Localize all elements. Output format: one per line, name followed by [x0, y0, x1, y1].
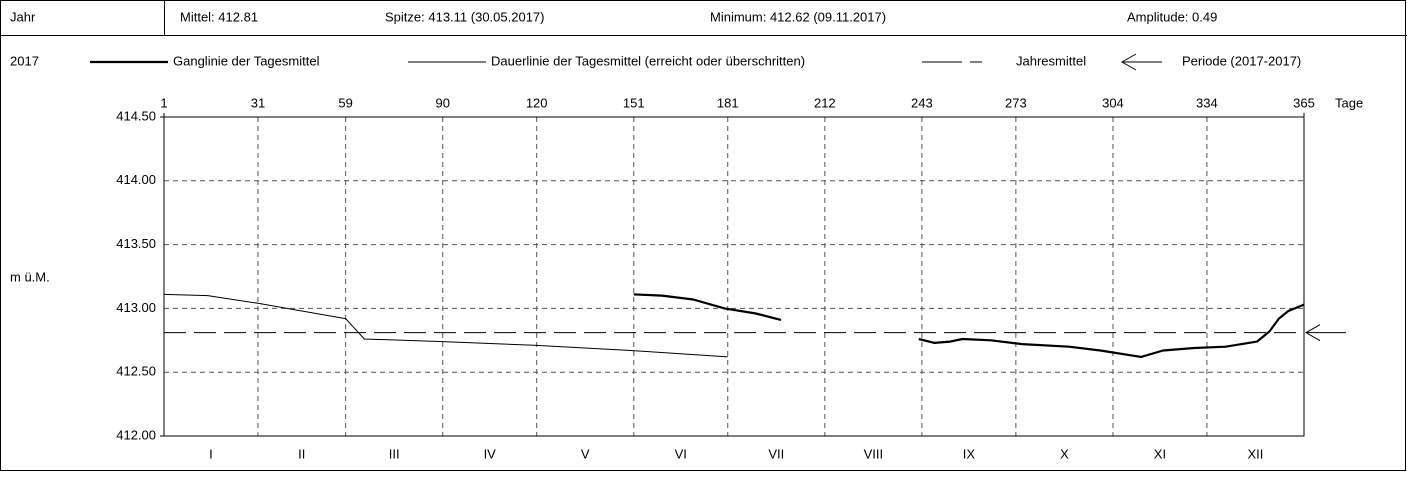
amplitude-text: Amplitude: 0.49 [1127, 9, 1217, 24]
x-tick-label: 334 [1196, 95, 1218, 110]
month-label: XI [1154, 446, 1166, 461]
y-tick-label: 414.00 [116, 172, 156, 187]
month-label: III [389, 446, 400, 461]
mean-text: Mittel: 412.81 [180, 9, 258, 24]
y-tick-label: 412.00 [116, 427, 156, 442]
period-arrow [1304, 324, 1346, 342]
x-tick-label: 151 [623, 95, 645, 110]
x-tick-label: 212 [814, 95, 836, 110]
y-axis-label: m ü.M. [10, 269, 50, 284]
month-label: VII [768, 446, 784, 461]
row-label: Jahr [10, 9, 36, 24]
month-label: VIII [864, 446, 884, 461]
x-tick-label: 59 [338, 95, 352, 110]
x-tick-label: 1 [160, 95, 167, 110]
legend-label: Ganglinie der Tagesmittel [173, 53, 320, 68]
month-label: II [298, 446, 305, 461]
month-label: I [209, 446, 213, 461]
x-tick-label: 181 [717, 95, 739, 110]
month-label: XII [1248, 446, 1264, 461]
x-unit: Tage [1335, 95, 1363, 110]
series-line [163, 293, 728, 358]
peak-text: Spitze: 413.11 (30.05.2017) [385, 9, 545, 24]
legend-label: Periode (2017-2017) [1182, 53, 1301, 68]
x-tick-label: 365 [1293, 95, 1315, 110]
month-label: IX [963, 446, 976, 461]
y-tick-label: 414.50 [116, 108, 156, 123]
x-tick-label: 304 [1102, 95, 1124, 110]
y-tick-label: 413.50 [116, 236, 156, 251]
plot-frame [163, 116, 1305, 437]
legend-label: Jahresmittel [1016, 53, 1086, 68]
month-label: V [581, 446, 590, 461]
month-label: X [1060, 446, 1069, 461]
x-tick-label: 90 [436, 95, 450, 110]
month-label: VI [675, 446, 687, 461]
year: 2017 [10, 53, 39, 68]
legend-label: Dauerlinie der Tagesmittel (erreicht ode… [491, 53, 805, 68]
x-tick-label: 31 [251, 95, 265, 110]
legend-arrow [1120, 53, 1162, 71]
x-tick-label: 243 [911, 95, 933, 110]
y-tick-label: 413.00 [116, 300, 156, 315]
x-tick-label: 273 [1005, 95, 1027, 110]
x-tick-label: 120 [526, 95, 548, 110]
month-label: IV [484, 446, 497, 461]
y-tick-label: 412.50 [116, 364, 156, 379]
minimum-text: Minimum: 412.62 (09.11.2017) [710, 9, 886, 24]
series-line [633, 293, 1305, 358]
